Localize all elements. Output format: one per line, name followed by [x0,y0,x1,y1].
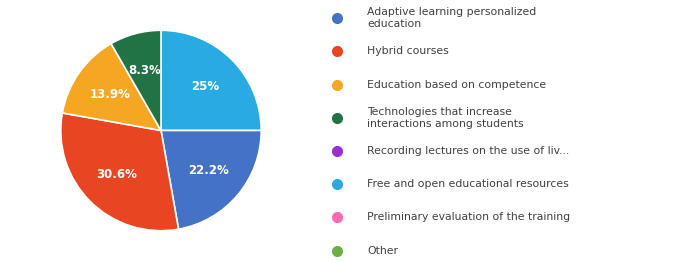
Text: Other: Other [368,246,398,256]
Text: 22.2%: 22.2% [188,164,229,177]
Text: Education based on competence: Education based on competence [368,80,547,90]
Text: 30.6%: 30.6% [97,168,137,181]
Text: Hybrid courses: Hybrid courses [368,46,449,56]
Wedge shape [61,113,178,231]
Text: Recording lectures on the use of liv...: Recording lectures on the use of liv... [368,146,570,156]
Wedge shape [111,30,161,130]
Text: 13.9%: 13.9% [90,88,131,101]
Wedge shape [62,44,161,130]
Text: Free and open educational resources: Free and open educational resources [368,179,569,189]
Wedge shape [161,130,261,229]
Wedge shape [161,30,261,130]
Text: Adaptive learning personalized
education: Adaptive learning personalized education [368,7,537,29]
Text: Preliminary evaluation of the training: Preliminary evaluation of the training [368,212,570,222]
Text: 25%: 25% [191,80,219,93]
Text: 8.3%: 8.3% [129,64,162,77]
Text: Technologies that increase
interactions among students: Technologies that increase interactions … [368,107,524,129]
